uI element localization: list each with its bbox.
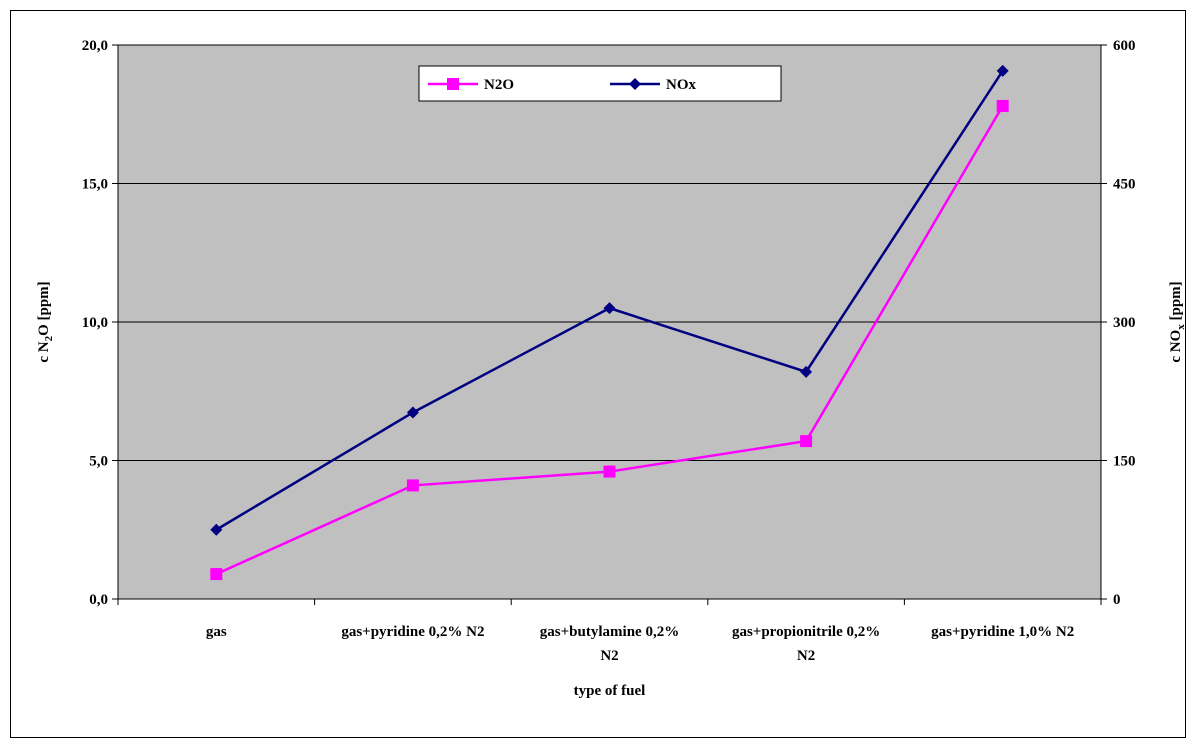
data-point-nox <box>800 365 813 378</box>
y-right-tick-label: 450 <box>1113 177 1136 193</box>
y-left-tick-label: 0,0 <box>89 592 108 608</box>
data-point-nox <box>996 64 1009 77</box>
legend-label-nox: NOx <box>666 77 697 93</box>
gridlines <box>118 44 1101 461</box>
y-axis-right-title: c NOx [ppm] <box>1168 281 1187 362</box>
x-category-label-line: gas <box>206 624 227 640</box>
y-left-tick-label: 5,0 <box>89 454 108 470</box>
y-axis-right-ticks: 0 150 300 450 600 <box>1101 38 1136 608</box>
legend: N2O NOx <box>418 65 782 102</box>
x-category-label: gas+pyridine 0,2% N2 <box>341 624 484 640</box>
legend-marker-nox <box>629 78 641 90</box>
series-nox <box>210 64 1009 536</box>
legend-label-n2o: N2O <box>484 77 514 93</box>
y-right-tick-label: 0 <box>1113 592 1121 608</box>
y-right-tick-label: 600 <box>1113 38 1136 54</box>
data-point-n2o <box>406 479 419 492</box>
axis-title-subscript: 2 <box>43 335 55 341</box>
x-category-label-line: gas+pyridine 0,2% N2 <box>341 624 484 640</box>
x-category-label: gas <box>206 624 227 640</box>
y-axis-left-title: c N2O [ppm] <box>36 281 55 362</box>
legend-marker-n2o <box>447 78 459 90</box>
series-n2o <box>210 99 1009 581</box>
axis-title-part: O [ppm] <box>36 281 52 336</box>
data-point-n2o <box>996 99 1009 112</box>
data-point-nox <box>603 302 616 315</box>
x-category-label: gas+propionitrile 0,2% N2 <box>732 624 880 664</box>
axis-title-subscript: x <box>1175 324 1187 330</box>
series-layer <box>210 64 1009 581</box>
x-category-label: gas+pyridine 1,0% N2 <box>931 624 1074 640</box>
y-axis-left-ticks: 0,0 5,0 10,0 15,0 20,0 <box>82 38 118 608</box>
x-category-label: gas+butylamine 0,2% N2 <box>540 624 679 664</box>
x-category-label-line: gas+butylamine 0,2% <box>540 624 679 640</box>
x-category-label-line: gas+pyridine 1,0% N2 <box>931 624 1074 640</box>
y-right-tick-label: 300 <box>1113 315 1136 331</box>
y-left-tick-label: 15,0 <box>82 177 108 193</box>
x-category-label-line: gas+propionitrile 0,2% <box>732 624 880 640</box>
axis-title-part: c NO <box>1168 330 1184 363</box>
data-point-n2o <box>800 435 813 448</box>
x-category-label-line: N2 <box>600 648 618 664</box>
x-category-label-line: N2 <box>797 648 815 664</box>
y-left-tick-label: 10,0 <box>82 315 108 331</box>
data-point-n2o <box>210 568 223 581</box>
axis-title-part: [ppm] <box>1168 281 1184 324</box>
y-left-tick-label: 20,0 <box>82 38 108 54</box>
data-point-nox <box>210 523 223 536</box>
y-right-tick-label: 150 <box>1113 454 1136 470</box>
data-point-n2o <box>603 465 616 478</box>
axis-title-part: c N <box>36 341 52 362</box>
data-point-nox <box>406 406 419 419</box>
x-axis-categories: gas gas+pyridine 0,2% N2 gas+butylamine 0,… <box>206 624 1074 664</box>
legend-box <box>418 65 782 102</box>
x-axis-title: type of fuel <box>574 683 646 699</box>
